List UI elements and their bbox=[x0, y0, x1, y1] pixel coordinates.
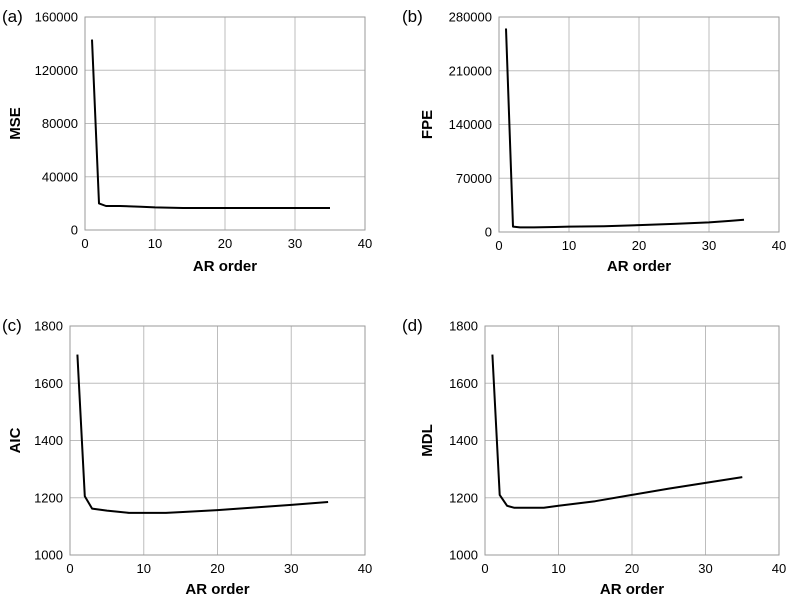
series-line-0 bbox=[76, 354, 329, 514]
series-line-0 bbox=[491, 354, 743, 509]
x-tick-label: 30 bbox=[702, 238, 716, 253]
x-axis-title: AR order bbox=[600, 581, 664, 598]
y-tick-label: 1600 bbox=[34, 376, 63, 391]
x-tick-label: 30 bbox=[288, 236, 302, 251]
y-axis-title: MSE bbox=[7, 107, 24, 140]
y-tick-label: 1600 bbox=[449, 376, 478, 391]
x-tick-label: 40 bbox=[358, 236, 372, 251]
y-tick-label: 1800 bbox=[449, 319, 478, 334]
x-tick-label: 10 bbox=[137, 561, 151, 576]
x-tick-label: 20 bbox=[625, 561, 639, 576]
y-tick-label: 1400 bbox=[449, 433, 478, 448]
x-tick-label: 0 bbox=[81, 236, 88, 251]
y-tick-label: 1200 bbox=[34, 490, 63, 505]
y-axis-title: AIC bbox=[7, 427, 24, 453]
y-axis-title: FPE bbox=[419, 110, 436, 139]
series-line-0 bbox=[91, 39, 330, 209]
y-tick-label: 120000 bbox=[35, 63, 78, 78]
y-tick-label: 70000 bbox=[456, 171, 492, 186]
x-tick-label: 20 bbox=[218, 236, 232, 251]
x-tick-label: 0 bbox=[495, 238, 502, 253]
panel-label: (c) bbox=[2, 316, 22, 335]
series-line-0 bbox=[505, 28, 745, 229]
y-tick-label: 0 bbox=[71, 223, 78, 238]
x-tick-label: 10 bbox=[562, 238, 576, 253]
plot-frame bbox=[69, 325, 366, 556]
chart-panel-2: 0 10 20 30 40 1000 1200 1400 1600 1800 (c) AR order… bbox=[2, 316, 372, 598]
y-tick-label: 1000 bbox=[34, 548, 63, 563]
x-axis-title: AR order bbox=[607, 258, 671, 275]
chart-panel-3: 0 10 20 30 40 1000 1200 1400 1600 1800 (d) AR order… bbox=[402, 316, 786, 598]
panel-label: (d) bbox=[402, 316, 423, 335]
panel-label: (b) bbox=[402, 7, 423, 26]
x-tick-label: 20 bbox=[210, 561, 224, 576]
x-tick-label: 40 bbox=[772, 561, 786, 576]
chart-panel-1: 0 10 20 30 40 0 70000 140000 210000 280000 (b) AR o… bbox=[402, 7, 786, 275]
x-tick-label: 30 bbox=[284, 561, 298, 576]
x-tick-label: 40 bbox=[358, 561, 372, 576]
plot-frame bbox=[498, 16, 780, 233]
x-axis-title: AR order bbox=[193, 258, 257, 275]
y-tick-label: 0 bbox=[485, 225, 492, 240]
x-tick-label: 30 bbox=[698, 561, 712, 576]
y-tick-label: 160000 bbox=[35, 10, 78, 25]
x-tick-label: 0 bbox=[66, 561, 73, 576]
x-axis-title: AR order bbox=[185, 581, 249, 598]
y-tick-label: 280000 bbox=[449, 10, 492, 25]
plot-frame bbox=[84, 16, 366, 231]
y-axis-title: MDL bbox=[419, 424, 436, 457]
y-tick-label: 80000 bbox=[42, 116, 78, 131]
y-tick-label: 140000 bbox=[449, 117, 492, 132]
x-tick-label: 10 bbox=[551, 561, 565, 576]
y-tick-label: 1000 bbox=[449, 548, 478, 563]
x-tick-label: 40 bbox=[772, 238, 786, 253]
x-tick-label: 0 bbox=[481, 561, 488, 576]
x-tick-label: 20 bbox=[632, 238, 646, 253]
x-tick-label: 10 bbox=[148, 236, 162, 251]
y-tick-label: 1400 bbox=[34, 433, 63, 448]
y-tick-label: 1200 bbox=[449, 490, 478, 505]
y-tick-label: 210000 bbox=[449, 63, 492, 78]
y-tick-label: 40000 bbox=[42, 169, 78, 184]
plot-frame bbox=[484, 325, 780, 556]
panel-label: (a) bbox=[2, 7, 23, 26]
chart-panel-0: 0 10 20 30 40 0 40000 80000 120000 160000 (a) AR or… bbox=[2, 7, 372, 275]
y-tick-label: 1800 bbox=[34, 319, 63, 334]
